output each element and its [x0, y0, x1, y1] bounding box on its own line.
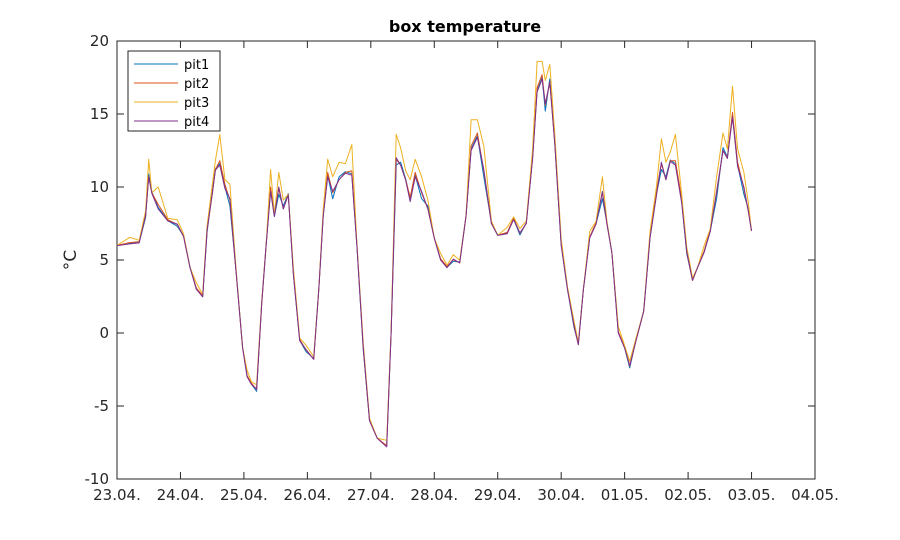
x-tick-label: 28.04.	[410, 486, 458, 504]
x-tick-label: 27.04.	[347, 486, 395, 504]
y-tick-label: -5	[94, 397, 109, 415]
x-tick-label: 25.04.	[220, 486, 268, 504]
series-lines	[116, 60, 752, 448]
x-tick-label: 04.05.	[791, 486, 839, 504]
legend-label: pit3	[184, 96, 209, 111]
x-tick-label: 02.05.	[664, 486, 712, 504]
plot-area	[116, 40, 816, 480]
y-axis: -10 -5 0 5 10 15 20	[85, 32, 815, 488]
y-tick-label: 10	[90, 178, 109, 196]
y-tick-label: 0	[99, 324, 109, 342]
x-tick-label: 23.04.	[93, 486, 141, 504]
x-tick-label: 03.05.	[728, 486, 776, 504]
x-tick-label: 26.04.	[284, 486, 332, 504]
y-tick-label: 5	[99, 251, 109, 269]
y-tick-label: 20	[90, 32, 109, 50]
y-tick-label: -10	[85, 470, 110, 488]
x-tick-label: 29.04.	[474, 486, 522, 504]
y-tick-label: 15	[90, 105, 109, 123]
y-axis-label: °C	[61, 250, 81, 270]
x-tick-label: 30.04.	[537, 486, 585, 504]
x-tick-label: 01.05.	[601, 486, 649, 504]
series-line-pit4	[116, 78, 752, 448]
x-axis: 23.04. 24.04. 25.04. 26.04. 27.04. 28.04. 29.0…	[93, 41, 839, 504]
chart-title: box temperature	[389, 17, 541, 36]
legend: pit1 pit2 pit3 pit4	[127, 50, 221, 132]
legend-label: pit1	[184, 58, 209, 73]
x-tick-label: 24.04.	[157, 486, 205, 504]
legend-label: pit4	[184, 115, 209, 130]
legend-label: pit2	[184, 77, 209, 92]
